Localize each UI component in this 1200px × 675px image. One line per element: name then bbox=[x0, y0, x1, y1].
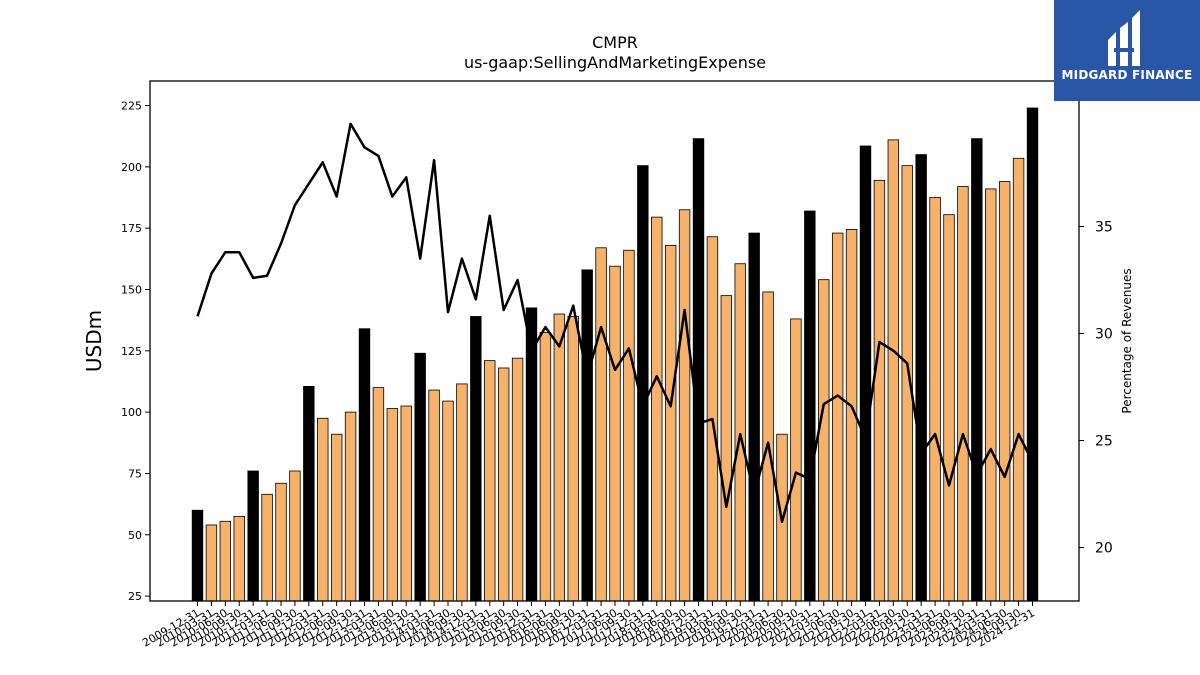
y-tick-label: 100 bbox=[121, 406, 142, 419]
bar-quarter bbox=[595, 247, 607, 602]
bar-annual bbox=[1026, 107, 1039, 602]
bar-quarter bbox=[289, 470, 301, 602]
bar-quarter bbox=[205, 524, 218, 602]
bar-quarter bbox=[1012, 157, 1025, 602]
y-tick-label: 150 bbox=[121, 283, 142, 296]
bar-quarter bbox=[734, 263, 746, 602]
y2-tick-label: 30 bbox=[1095, 327, 1113, 343]
bar-quarter bbox=[442, 400, 454, 602]
bar-quarter bbox=[720, 295, 733, 602]
y2-axis-ticks: 20 25 30 35 bbox=[1079, 220, 1113, 557]
y2-axis-label: Percentage of Revenues bbox=[1120, 268, 1134, 413]
bar-quarter bbox=[386, 408, 399, 602]
chart-subtitle: us-gaap:SellingAndMarketingExpense bbox=[464, 53, 766, 72]
y-tick-label: 75 bbox=[128, 467, 142, 480]
bar-quarter bbox=[609, 265, 621, 602]
y-tick-label: 25 bbox=[128, 590, 142, 603]
midgard-logo-icon bbox=[1108, 10, 1140, 66]
bar-annual bbox=[581, 269, 593, 602]
bar-quarter bbox=[511, 357, 524, 602]
bar-quarter bbox=[651, 216, 663, 602]
bar-annual bbox=[358, 328, 371, 602]
bar-quarter bbox=[957, 186, 969, 602]
bar-quarter bbox=[678, 209, 691, 602]
bar-quarter bbox=[664, 244, 677, 602]
y-tick-label: 125 bbox=[121, 345, 142, 358]
bar-quarter bbox=[567, 316, 579, 602]
bar-annual bbox=[191, 509, 204, 602]
bar-quarter bbox=[372, 387, 385, 602]
bar-quarter bbox=[985, 188, 997, 602]
y-tick-label: 200 bbox=[121, 161, 142, 174]
y-axis-ticks: 25 50 75 100 125 150 175 200 225 bbox=[121, 100, 150, 603]
y2-tick-label: 35 bbox=[1095, 220, 1113, 236]
bar-group bbox=[191, 107, 1039, 602]
x-axis-ticks: 2009-12-312010-03-312010-06-302010-09-30… bbox=[140, 601, 1037, 650]
bar-quarter bbox=[998, 181, 1011, 602]
logo-text: MIDGARD FINANCE bbox=[1061, 68, 1193, 82]
bar-quarter bbox=[497, 367, 510, 602]
bar-annual bbox=[971, 138, 983, 602]
bar-quarter bbox=[456, 383, 468, 602]
bar-quarter bbox=[929, 197, 941, 602]
bar-quarter bbox=[233, 515, 245, 602]
y-tick-label: 175 bbox=[121, 222, 142, 235]
bar-annual bbox=[748, 232, 760, 602]
bar-annual bbox=[414, 352, 426, 602]
bar-annual bbox=[637, 165, 649, 602]
bar-quarter bbox=[317, 417, 329, 602]
chart-title: CMPR bbox=[592, 33, 638, 52]
bar-quarter bbox=[261, 493, 273, 602]
bar-quarter bbox=[219, 520, 232, 602]
line-group bbox=[196, 122, 1034, 524]
y2-tick-label: 20 bbox=[1095, 541, 1113, 557]
bar-annual bbox=[247, 470, 259, 602]
bar-quarter bbox=[275, 482, 287, 602]
bar-annual bbox=[915, 154, 927, 602]
midgard-finance-logo: MIDGARD FINANCE bbox=[1054, 0, 1200, 101]
bar-quarter bbox=[790, 318, 802, 602]
bar-quarter bbox=[484, 360, 496, 602]
bar-annual bbox=[470, 316, 482, 602]
y-axis-label: USDm bbox=[82, 310, 106, 372]
bar-quarter bbox=[539, 332, 552, 602]
bar-quarter bbox=[330, 433, 343, 602]
bar-quarter bbox=[943, 214, 955, 602]
percentage-line bbox=[196, 122, 1034, 524]
bar-quarter bbox=[428, 389, 440, 602]
bar-quarter bbox=[831, 232, 844, 602]
y-tick-label: 50 bbox=[128, 529, 142, 542]
bar-quarter bbox=[887, 139, 900, 602]
bar-quarter bbox=[818, 279, 830, 602]
bar-quarter bbox=[344, 411, 357, 602]
bar-annual bbox=[859, 145, 872, 602]
bar-annual bbox=[303, 385, 315, 602]
bar-quarter bbox=[873, 179, 886, 602]
bar-quarter bbox=[553, 313, 566, 602]
bar-quarter bbox=[623, 249, 635, 602]
bar-annual bbox=[804, 210, 816, 602]
bar-quarter bbox=[400, 405, 412, 602]
y2-tick-label: 25 bbox=[1095, 434, 1113, 450]
bar-annual bbox=[692, 138, 705, 602]
y-tick-label: 225 bbox=[121, 100, 142, 113]
